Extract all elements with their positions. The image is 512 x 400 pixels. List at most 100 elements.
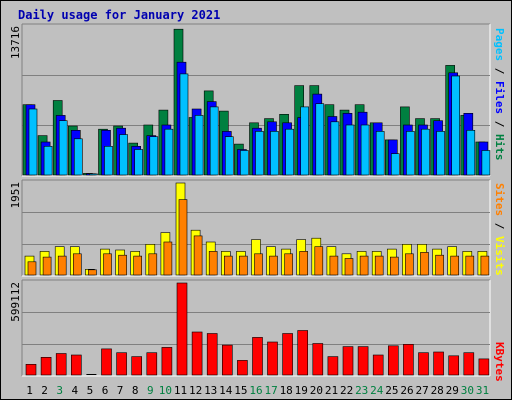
- day-tick-label: 17: [264, 384, 277, 397]
- day-tick-label: 4: [71, 384, 78, 397]
- sites-bar: [193, 235, 203, 276]
- sites-bar: [27, 261, 37, 276]
- sites-bar: [284, 253, 293, 276]
- visits-ymax-label: 1951: [9, 182, 22, 209]
- sites-bar: [254, 253, 263, 276]
- sites-bar: [208, 251, 218, 276]
- hits-legend-separator: /: [493, 61, 506, 81]
- kbytes-bar: [25, 363, 37, 376]
- hits-legend-separator: /: [493, 114, 506, 134]
- sites-bar: [118, 254, 127, 276]
- sites-bar: [148, 253, 158, 276]
- sites-bar: [239, 255, 248, 276]
- hits-ymax-label: 13716: [9, 26, 22, 59]
- sites-bar: [329, 255, 339, 276]
- day-tick-label: 16: [249, 384, 262, 397]
- day-tick-label: 31: [476, 384, 489, 397]
- day-tick-label: 23: [355, 384, 368, 397]
- kbytes-bar: [146, 352, 158, 376]
- day-tick-label: 12: [189, 384, 202, 397]
- day-tick-label: 29: [446, 384, 459, 397]
- pages-bar: [466, 130, 476, 176]
- sites-bar: [57, 255, 67, 276]
- day-tick-label: 26: [400, 384, 413, 397]
- pages-bar: [43, 146, 53, 176]
- legend-pages: Pages: [493, 28, 506, 61]
- sites-bar: [389, 256, 399, 276]
- kbytes-bar: [448, 355, 460, 376]
- sites-bar: [450, 255, 460, 276]
- day-tick-label: 19: [295, 384, 308, 397]
- sites-bar: [344, 258, 354, 276]
- pages-bar: [330, 121, 340, 176]
- kbytes-bar: [252, 337, 263, 376]
- sites-bar: [42, 256, 52, 276]
- sites-bar: [435, 254, 444, 276]
- visits-legend: Sites / Visits: [493, 183, 506, 276]
- kbytes-bar: [387, 345, 399, 376]
- kbytes-bar: [463, 352, 475, 376]
- kbytes-bar: [312, 343, 324, 376]
- pages-bar: [360, 124, 370, 176]
- day-tick-label: 8: [132, 384, 139, 397]
- kbytes-bar: [418, 352, 429, 376]
- pages-bar: [164, 128, 174, 176]
- kbytes-bar: [206, 333, 218, 376]
- day-tick-label: 9: [147, 384, 154, 397]
- kbytes-bar: [372, 354, 384, 376]
- pages-bar: [285, 128, 294, 176]
- legend-sites: Sites: [493, 183, 506, 216]
- pages-bar: [134, 149, 143, 176]
- sites-bar: [359, 255, 369, 276]
- pages-bar: [28, 108, 38, 176]
- pages-bar: [209, 106, 219, 176]
- sites-bar: [178, 199, 188, 276]
- pages-bar: [375, 131, 385, 176]
- day-tick-label: 5: [87, 384, 94, 397]
- sites-bar: [224, 255, 233, 276]
- pages-bar: [406, 131, 415, 176]
- day-tick-label: 20: [310, 384, 323, 397]
- sites-bar: [405, 253, 414, 276]
- kbytes-bar: [282, 333, 293, 376]
- day-tick-label: 21: [325, 384, 338, 397]
- pages-bar: [89, 173, 98, 176]
- day-tick-label: 11: [174, 384, 187, 397]
- pages-bar: [300, 106, 310, 176]
- visits-legend-separator: /: [493, 216, 506, 236]
- pages-bar: [179, 73, 189, 176]
- pages-bar: [74, 138, 83, 176]
- sites-bar: [480, 255, 490, 276]
- day-tick-label: 3: [56, 384, 63, 397]
- sites-bar: [88, 269, 97, 276]
- sites-bar: [374, 255, 384, 276]
- pages-bar: [436, 131, 445, 176]
- kbytes-bar: [191, 331, 203, 376]
- kbytes-bar: [71, 354, 82, 376]
- kbytes-bar: [222, 344, 233, 376]
- day-tick-label: 22: [340, 384, 353, 397]
- day-tick-label: 1: [26, 384, 33, 397]
- legend-kbytes: KBytes: [493, 342, 506, 382]
- sites-bar: [163, 241, 173, 276]
- day-tick-label: 25: [385, 384, 398, 397]
- sites-bar: [420, 252, 429, 276]
- day-tick-label: 7: [117, 384, 124, 397]
- kbytes-ymax-label: 599112: [9, 282, 22, 322]
- pages-bar: [119, 134, 128, 176]
- pages-bar: [421, 128, 430, 176]
- sites-bar: [103, 253, 112, 276]
- sites-bar: [299, 251, 309, 276]
- day-tick-label: 27: [415, 384, 428, 397]
- kbytes-bar: [403, 343, 414, 376]
- day-tick-label: 15: [234, 384, 247, 397]
- pages-bar: [255, 131, 264, 176]
- legend-hits: Hits: [493, 134, 506, 161]
- kbytes-bar: [40, 356, 52, 376]
- kbytes-bar: [55, 353, 67, 376]
- day-tick-label: 24: [370, 384, 384, 397]
- day-tick-label: 18: [280, 384, 293, 397]
- kbytes-bar: [131, 356, 142, 376]
- kbytes-bar: [267, 341, 278, 376]
